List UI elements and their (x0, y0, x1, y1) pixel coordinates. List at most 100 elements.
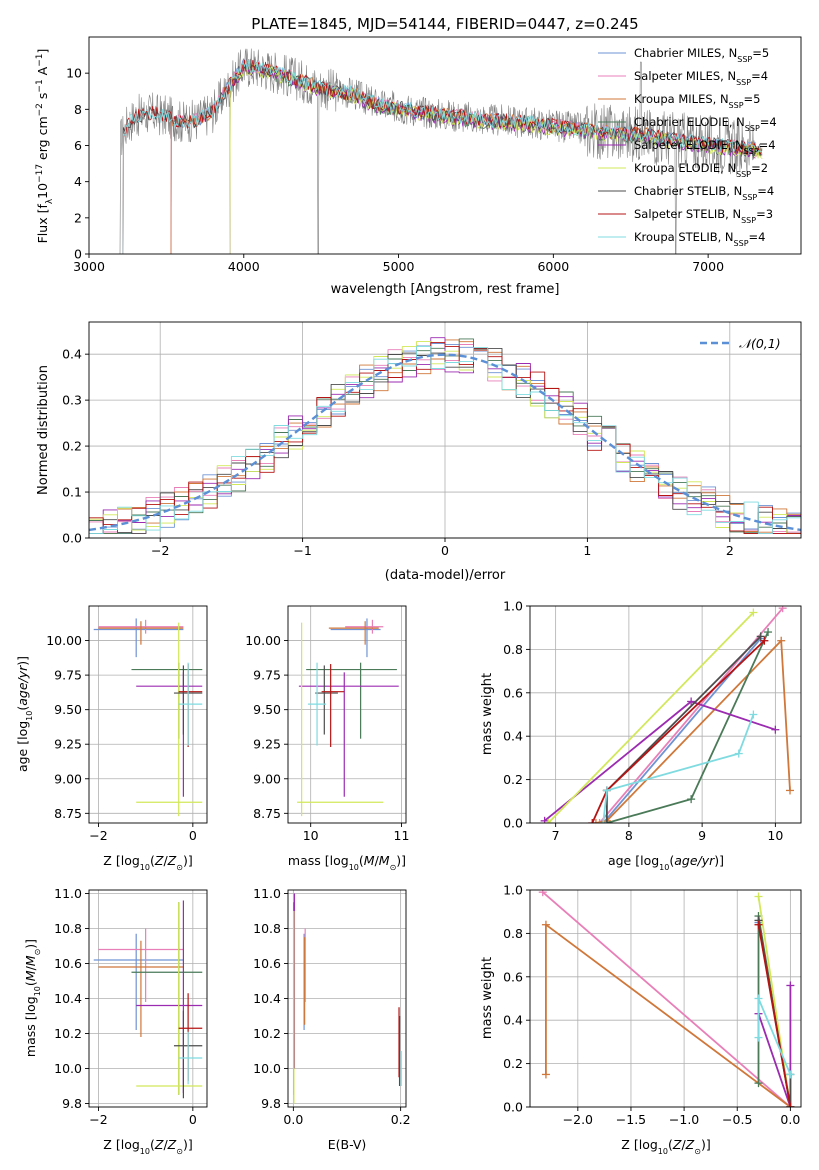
series-line-kroupa_stelib (602, 714, 755, 823)
y-tick-label: 8.75 (54, 806, 82, 821)
spectrum-model-line-chabrier_miles (170, 58, 763, 254)
y-tick-label: 10.4 (54, 991, 82, 1006)
x-axis-label: Z [log10(Z/Z⊙)] (103, 1137, 192, 1156)
y-tick-label: 10.6 (54, 956, 82, 971)
y-tick-label: 0.2 (503, 772, 523, 787)
x-tick-label: 10 (767, 828, 783, 843)
y-tick-label: 9.25 (253, 737, 281, 752)
y-tick-label: 10.6 (253, 956, 281, 971)
y-tick-label: 0.0 (503, 816, 523, 831)
gaussian-curve (89, 353, 801, 532)
y-tick-label: 1.0 (503, 599, 523, 614)
x-axis-label: mass [log10(M/M⊙)] (288, 853, 406, 872)
x-tick-label: 5000 (383, 259, 415, 274)
y-tick-label: 1.0 (503, 883, 523, 898)
y-tick-label: 2 (74, 210, 82, 225)
y-tick-label: 10.2 (253, 1026, 281, 1041)
plot-area (297, 618, 399, 817)
y-tick-label: 10.4 (253, 991, 281, 1006)
y-tick-label: 10 (66, 66, 82, 81)
axes-massweight_vs_age: 7 8 9 10 0.0 0.2 0.4 0.6 0.8 1.0 age [log10(age/yr… (480, 599, 802, 872)
x-tick-label: 0 (441, 543, 449, 558)
series-line-salpeter_miles (542, 891, 791, 1107)
y-tick-label: 0.2 (62, 439, 82, 454)
axes-residuals: −2 −1 0 1 2 0.0 0.1 0.2 0.3 0.4 (data-model)/error… (36, 321, 802, 583)
x-tick-label: −2 (89, 1112, 107, 1127)
y-axis-label: mass weight (480, 957, 495, 1039)
y-tick-label: 9.50 (54, 702, 82, 717)
plot-area (93, 618, 203, 817)
axes-spectrum: 3000 4000 5000 6000 7000 0 2 4 6 8 10 wavelength [A… (35, 36, 802, 297)
y-tick-label: 4 (74, 174, 82, 189)
x-tick-label: 11 (394, 828, 410, 843)
legend-label-kroupa_elodie: Kroupa ELODIE, NSSP=2 (634, 161, 768, 179)
y-tick-label: 0.6 (503, 685, 523, 700)
x-axis-label: age [log10(age/yr)] (608, 853, 724, 872)
series-line-salpeter_elodie (757, 985, 792, 1107)
legend-label-kroupa_stelib: Kroupa STELIB, NSSP=4 (634, 230, 765, 248)
x-tick-label: 1 (583, 543, 591, 558)
y-tick-label: 9.75 (54, 668, 82, 683)
series-line-kroupa_elodie (547, 611, 755, 823)
axes-age_vs_Z: −2 0 8.75 9.00 9.25 9.50 9.75 10.00 Z [log10(Z/Z… (15, 605, 208, 872)
plot-area (293, 893, 402, 1104)
axes-frame (88, 605, 208, 824)
y-tick-label: 6 (74, 138, 82, 153)
y-tick-label: 9.25 (54, 737, 82, 752)
y-tick-label: 9.75 (253, 668, 281, 683)
y-tick-label: 9.8 (62, 1096, 82, 1111)
x-tick-label: 7000 (692, 259, 724, 274)
x-tick-label: 10 (303, 828, 319, 843)
y-tick-label: 0.3 (62, 393, 82, 408)
x-tick-label: 7 (552, 828, 560, 843)
x-tick-label: 2 (726, 543, 734, 558)
series-line-salpeter_stelib (757, 924, 792, 1107)
histogram-kroupa_stelib (89, 345, 801, 534)
y-tick-label: 0.4 (62, 347, 82, 362)
y-axis-label: age [log10(age/yr)] (15, 656, 34, 772)
y-tick-label: 0.4 (503, 729, 523, 744)
x-tick-label: −1.0 (669, 1112, 699, 1127)
y-tick-label: 8 (74, 102, 82, 117)
y-tick-label: 0.4 (503, 1013, 523, 1028)
y-tick-label: 0.8 (503, 642, 523, 657)
legend-label-salpeter_miles: Salpeter MILES, NSSP=4 (634, 69, 768, 87)
series-line-kroupa_miles (595, 639, 791, 823)
y-axis-label: Flux [fλ10−17 erg cm−2 s−1 A−1] (35, 49, 55, 244)
x-tick-label: 6000 (537, 259, 569, 274)
x-axis-label: wavelength [Angstrom, rest frame] (331, 282, 560, 297)
axes-mass_vs_ebv: 0.0 0.2 9.8 10.0 10.2 10.4 10.6 10.8 11.0 E(B-V) (253, 886, 410, 1152)
y-tick-label: 9.8 (261, 1096, 281, 1111)
axes-massweight_vs_Z: −2.0 −1.5 −1.0 −0.5 0.0 0.0 0.2 0.4 0.6 0.8 1.0 Z [… (480, 883, 802, 1156)
y-tick-label: 0.6 (503, 969, 523, 984)
x-tick-label: 3000 (73, 259, 105, 274)
legend: 𝒩(0,1) (700, 336, 781, 351)
legend-label-salpeter_elodie: Salpeter ELODIE, NSSP=4 (634, 138, 776, 156)
spectrum-model-line-kroupa_miles (170, 61, 763, 254)
y-axis-label: mass weight (480, 673, 495, 755)
legend-label-kroupa_miles: Kroupa MILES, NSSP=5 (634, 92, 760, 110)
x-tick-label: −2.0 (563, 1112, 593, 1127)
y-tick-label: 10.2 (54, 1026, 82, 1041)
y-tick-label: 11.0 (253, 886, 281, 901)
plot-area (540, 606, 795, 823)
y-tick-label: 0.1 (62, 485, 82, 500)
legend-label-chabrier_stelib: Chabrier STELIB, NSSP=4 (634, 184, 774, 202)
legend-label-salpeter_stelib: Salpeter STELIB, NSSP=3 (634, 207, 773, 225)
x-axis-label: Z [log10(Z/Z⊙)] (621, 1137, 710, 1156)
series-line-salpeter_elodie (544, 700, 776, 822)
y-tick-label: 0.2 (503, 1056, 523, 1071)
x-tick-label: −1.5 (616, 1112, 646, 1127)
y-tick-label: 11.0 (54, 886, 82, 901)
y-tick-label: 10.0 (253, 1061, 281, 1076)
x-tick-label: 0.0 (283, 1112, 303, 1127)
spectrum-model-line-kroupa_stelib (122, 59, 762, 254)
legend-label-chabrier_miles: Chabrier MILES, NSSP=5 (634, 46, 769, 64)
y-tick-label: 10.8 (54, 921, 82, 936)
axes-mass_vs_Z: −2 0 9.8 10.0 10.2 10.4 10.6 10.8 11.0 Z [log10(Z… (23, 886, 208, 1156)
y-axis-label: Normed distribution (36, 365, 51, 495)
x-tick-label: 4000 (228, 259, 260, 274)
y-tick-label: 9.00 (54, 771, 82, 786)
x-tick-label: 9 (698, 828, 706, 843)
